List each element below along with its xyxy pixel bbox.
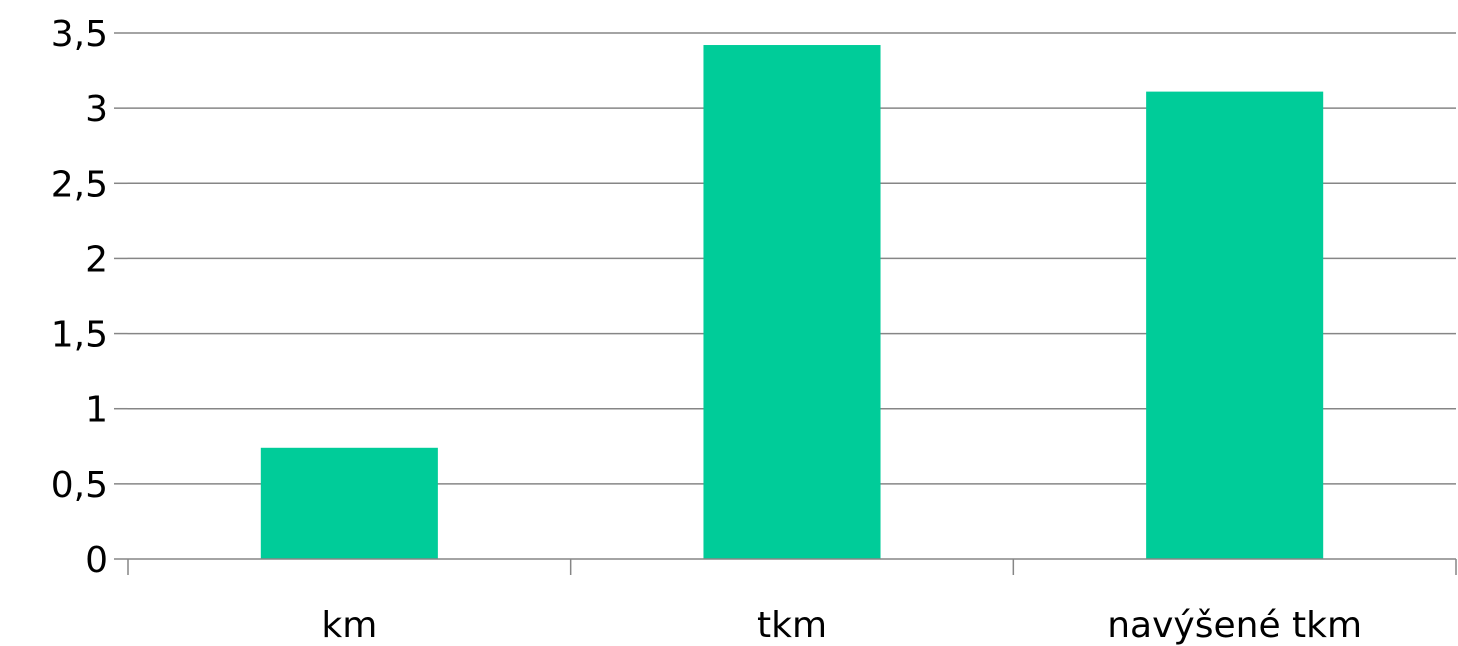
y-tick-label-6: 3 bbox=[85, 89, 108, 130]
bar-0 bbox=[260, 447, 438, 559]
y-tick-label-5: 2,5 bbox=[51, 164, 108, 205]
bars bbox=[260, 45, 1324, 560]
y-tick-label-4: 2 bbox=[85, 239, 108, 280]
y-tick-label-7: 3,5 bbox=[51, 14, 108, 55]
x-axis-tick-labels: km tkm navýšené tkm bbox=[321, 605, 1362, 646]
y-axis-tick-labels: 0 0,5 1 1,5 2 2,5 3 3,5 bbox=[51, 14, 108, 581]
bar-1 bbox=[703, 45, 881, 560]
y-tick-label-0: 0 bbox=[85, 540, 108, 581]
bar-2 bbox=[1146, 91, 1324, 560]
y-tick-label-1: 0,5 bbox=[51, 465, 108, 506]
x-tick-label-2: navýšené tkm bbox=[1107, 605, 1362, 646]
x-axis bbox=[114, 32, 1457, 575]
x-tick-label-1: tkm bbox=[757, 605, 827, 646]
x-tick-label-0: km bbox=[321, 605, 377, 646]
y-tick-label-3: 1,5 bbox=[51, 315, 108, 356]
y-tick-label-2: 1 bbox=[85, 390, 108, 431]
